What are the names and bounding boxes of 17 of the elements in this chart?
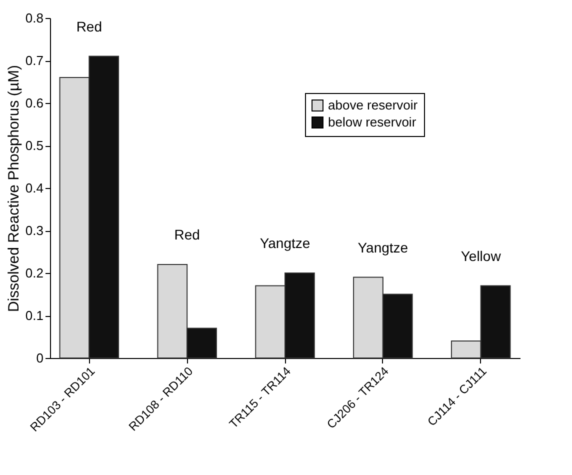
annotation: Red xyxy=(76,18,102,34)
annotation: Yangtze xyxy=(260,235,310,251)
legend-label: below reservoir xyxy=(328,114,417,130)
annotation: Yangtze xyxy=(358,239,408,256)
y-tick-label: 0.3 xyxy=(25,223,44,238)
legend-label: above reservoir xyxy=(328,98,418,112)
y-tick-label: 0.5 xyxy=(25,138,44,153)
y-tick-label: 0.1 xyxy=(25,308,44,323)
y-tick-label: 0.4 xyxy=(25,180,44,196)
y-tick-label: 0.8 xyxy=(25,10,44,26)
y-tick-label: 0.2 xyxy=(25,266,44,280)
annotation: Red xyxy=(174,226,200,242)
y-axis-title: Dissolved Reactive Phosphorus (µM) xyxy=(5,64,22,312)
annotation: Yellow xyxy=(460,248,502,264)
y-tick-label: 0.6 xyxy=(25,96,44,110)
y-tick-label: 0.7 xyxy=(25,53,44,68)
y-tick-label: 0 xyxy=(36,350,44,366)
